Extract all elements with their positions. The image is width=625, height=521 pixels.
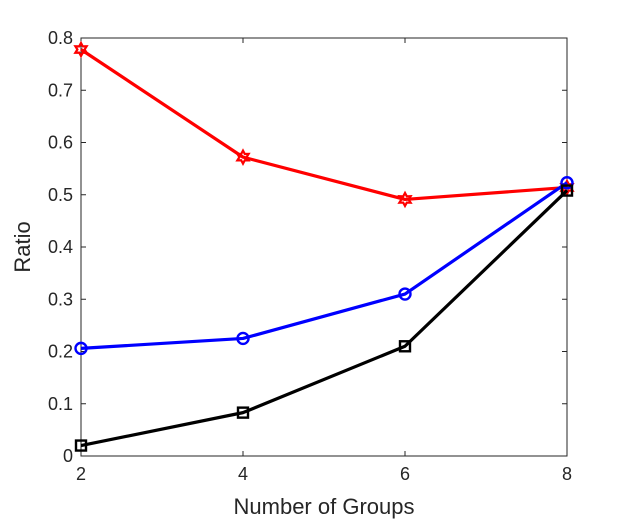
y-tick-label: 0.3 xyxy=(48,289,73,309)
data-point-circle xyxy=(74,341,88,356)
y-tick-label: 0.4 xyxy=(48,237,73,257)
y-tick-label: 0.7 xyxy=(48,80,73,100)
data-point-square xyxy=(560,184,574,197)
series-2 xyxy=(74,184,574,452)
plot-area xyxy=(80,37,568,457)
y-axis-title: Ratio xyxy=(10,221,35,272)
series-line xyxy=(80,189,569,448)
y-tick-label: 0 xyxy=(63,446,73,466)
x-tick-label: 6 xyxy=(400,464,410,484)
x-tick-label: 2 xyxy=(76,464,86,484)
series-layer xyxy=(73,40,575,452)
y-tick-label: 0.8 xyxy=(48,28,73,48)
data-point-hexagram xyxy=(235,148,251,166)
data-point-hexagram xyxy=(397,190,413,209)
y-tick-label: 0.5 xyxy=(48,185,73,205)
y-tick-label: 0.2 xyxy=(48,342,73,362)
y-tick-label: 0.1 xyxy=(48,394,73,414)
x-tick-label: 8 xyxy=(562,464,572,484)
data-point-square xyxy=(398,340,412,353)
data-point-square xyxy=(74,439,88,452)
data-point-circle xyxy=(398,287,412,301)
x-axis-title: Number of Groups xyxy=(234,494,415,519)
data-point-circle xyxy=(560,176,574,190)
x-tick-label: 4 xyxy=(238,464,248,484)
axis-ticks: 2 4 6 8 0 0.1 0.2 0.3 0.4 0.5 0.6 0.7 0.8 xyxy=(48,28,572,484)
series-line xyxy=(80,181,568,350)
series-line xyxy=(80,48,568,202)
data-point-circle xyxy=(236,331,250,346)
data-point-hexagram xyxy=(73,40,89,59)
y-tick-label: 0.6 xyxy=(48,133,73,153)
data-point-square xyxy=(236,406,250,419)
series-1 xyxy=(74,176,574,356)
